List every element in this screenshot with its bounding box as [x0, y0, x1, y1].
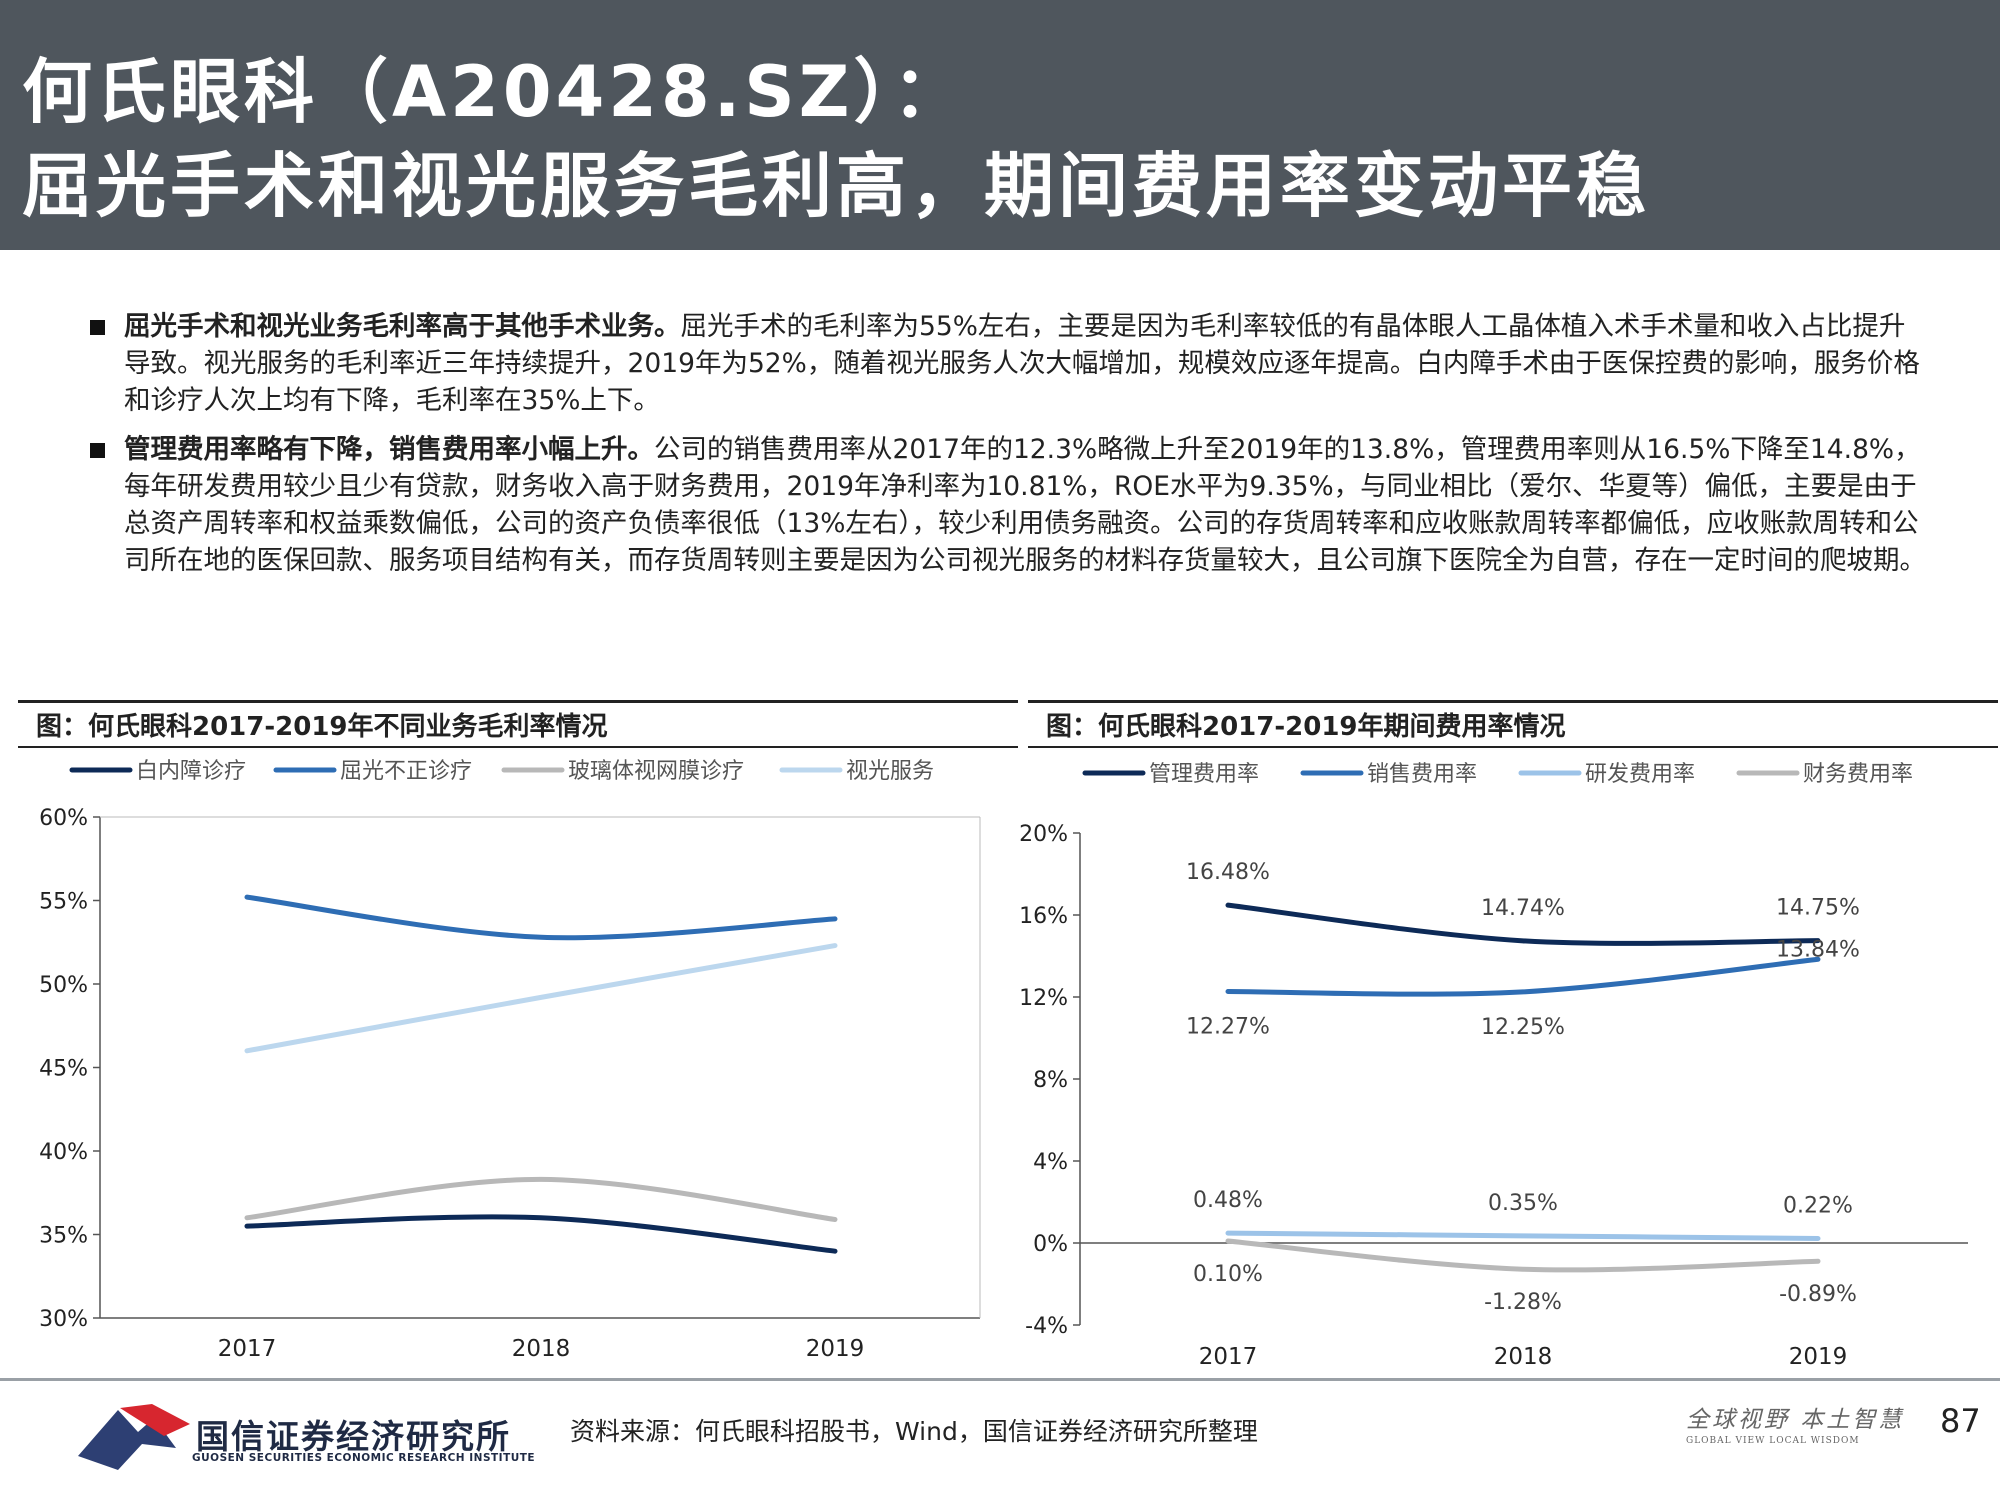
source-note: 资料来源：何氏眼科招股书，Wind，国信证券经济研究所整理	[570, 1417, 1258, 1446]
data-label: 13.84%	[1776, 937, 1860, 962]
series-line	[244, 1214, 838, 1254]
footer-divider	[0, 1378, 2000, 1381]
chart-title-expense-ratio: 图：何氏眼科2017-2019年期间费用率情况	[1028, 700, 1998, 748]
y-tick-label: 30%	[39, 1307, 88, 1332]
y-tick-label: 50%	[39, 973, 88, 998]
legend-label: 管理费用率	[1149, 762, 1259, 787]
y-tick-label: 0%	[1033, 1232, 1068, 1257]
data-label: 14.75%	[1776, 896, 1860, 921]
title-banner: 何氏眼科（A20428.SZ）： 屈光手术和视光服务毛利高，期间费用率变动平稳	[0, 0, 2000, 250]
x-tick-label: 2019	[1789, 1344, 1848, 1370]
legend-label: 研发费用率	[1585, 762, 1695, 787]
legend-label: 屈光不正诊疗	[340, 759, 472, 784]
data-label: 0.22%	[1783, 1193, 1853, 1218]
legend-label: 玻璃体视网膜诊疗	[568, 759, 744, 784]
data-label: 14.74%	[1481, 896, 1565, 921]
data-label: -1.28%	[1484, 1290, 1562, 1315]
data-label: -0.89%	[1779, 1282, 1857, 1307]
legend-label: 销售费用率	[1367, 762, 1477, 787]
y-tick-label: 40%	[39, 1140, 88, 1165]
series-line	[244, 943, 838, 1054]
series-line	[1225, 902, 1821, 946]
series-line	[244, 894, 838, 941]
legend-label: 白内障诊疗	[136, 759, 246, 784]
series-line	[244, 1176, 838, 1222]
x-tick-label: 2017	[218, 1336, 277, 1362]
series-line	[1225, 1230, 1821, 1241]
legend-label: 视光服务	[846, 759, 934, 784]
y-tick-label: 20%	[1019, 822, 1068, 847]
series-line	[1225, 956, 1821, 997]
bullet-heading: 管理费用率略有下降，销售费用率小幅上升。	[124, 434, 654, 465]
x-tick-label: 2018	[1494, 1344, 1553, 1370]
series-line	[1225, 1238, 1821, 1273]
logo-subtitle: GUOSEN SECURITIES ECONOMIC RESEARCH INST…	[192, 1452, 536, 1464]
slogan-cn: 全球视野 本土智慧	[1686, 1407, 1905, 1433]
bullet-text: 公司的销售费用率从2017年的12.3%略微上升至2019年的13.8%，管理费…	[124, 434, 1926, 576]
bullet-square-icon	[90, 443, 105, 458]
bullet-text: 屈光手术的毛利率为55%左右，主要是因为毛利率较低的有晶体眼人工晶体植入术手术量…	[124, 311, 1920, 416]
data-label: 12.25%	[1481, 1015, 1565, 1040]
slogan: 全球视野 本土智慧 GLOBAL VIEW LOCAL WISDOM	[1686, 1400, 1904, 1446]
data-label: 0.48%	[1193, 1188, 1263, 1213]
data-label: 12.27%	[1186, 1014, 1270, 1039]
y-tick-label: -4%	[1025, 1314, 1068, 1339]
y-tick-label: 45%	[39, 1057, 88, 1082]
y-tick-label: 8%	[1033, 1068, 1068, 1093]
data-label: 16.48%	[1186, 860, 1270, 885]
data-label: 0.35%	[1488, 1191, 1558, 1216]
data-label: 0.10%	[1193, 1262, 1263, 1287]
y-tick-label: 16%	[1019, 904, 1068, 929]
x-tick-label: 2017	[1199, 1344, 1258, 1370]
bullet-square-icon	[90, 320, 105, 335]
guosen-logo-icon	[78, 1404, 190, 1470]
chart-title-gross-margin: 图：何氏眼科2017-2019年不同业务毛利率情况	[18, 700, 1018, 748]
y-tick-label: 12%	[1019, 986, 1068, 1011]
bullet-heading: 屈光手术和视光业务毛利率高于其他手术业务。	[124, 311, 681, 342]
page-title-line1: 何氏眼科（A20428.SZ）：	[22, 51, 967, 133]
page-title-line2: 屈光手术和视光服务毛利高，期间费用率变动平稳	[22, 145, 1650, 227]
bullet-item: 屈光手术和视光业务毛利率高于其他手术业务。屈光手术的毛利率为55%左右，主要是因…	[90, 308, 1930, 419]
y-tick-label: 4%	[1033, 1150, 1068, 1175]
logo-name: 国信证券经济研究所	[196, 1417, 511, 1456]
y-tick-label: 55%	[39, 890, 88, 915]
bullet-item: 管理费用率略有下降，销售费用率小幅上升。公司的销售费用率从2017年的12.3%…	[90, 431, 1930, 579]
y-tick-label: 60%	[39, 806, 88, 831]
slogan-en: GLOBAL VIEW LOCAL WISDOM	[1686, 1436, 1860, 1446]
page-number: 87	[1940, 1402, 1981, 1440]
y-tick-label: 35%	[39, 1224, 88, 1249]
x-tick-label: 2018	[512, 1336, 571, 1362]
x-tick-label: 2019	[806, 1336, 865, 1362]
legend-label: 财务费用率	[1803, 762, 1913, 787]
bullet-list: 屈光手术和视光业务毛利率高于其他手术业务。屈光手术的毛利率为55%左右，主要是因…	[90, 308, 1930, 591]
